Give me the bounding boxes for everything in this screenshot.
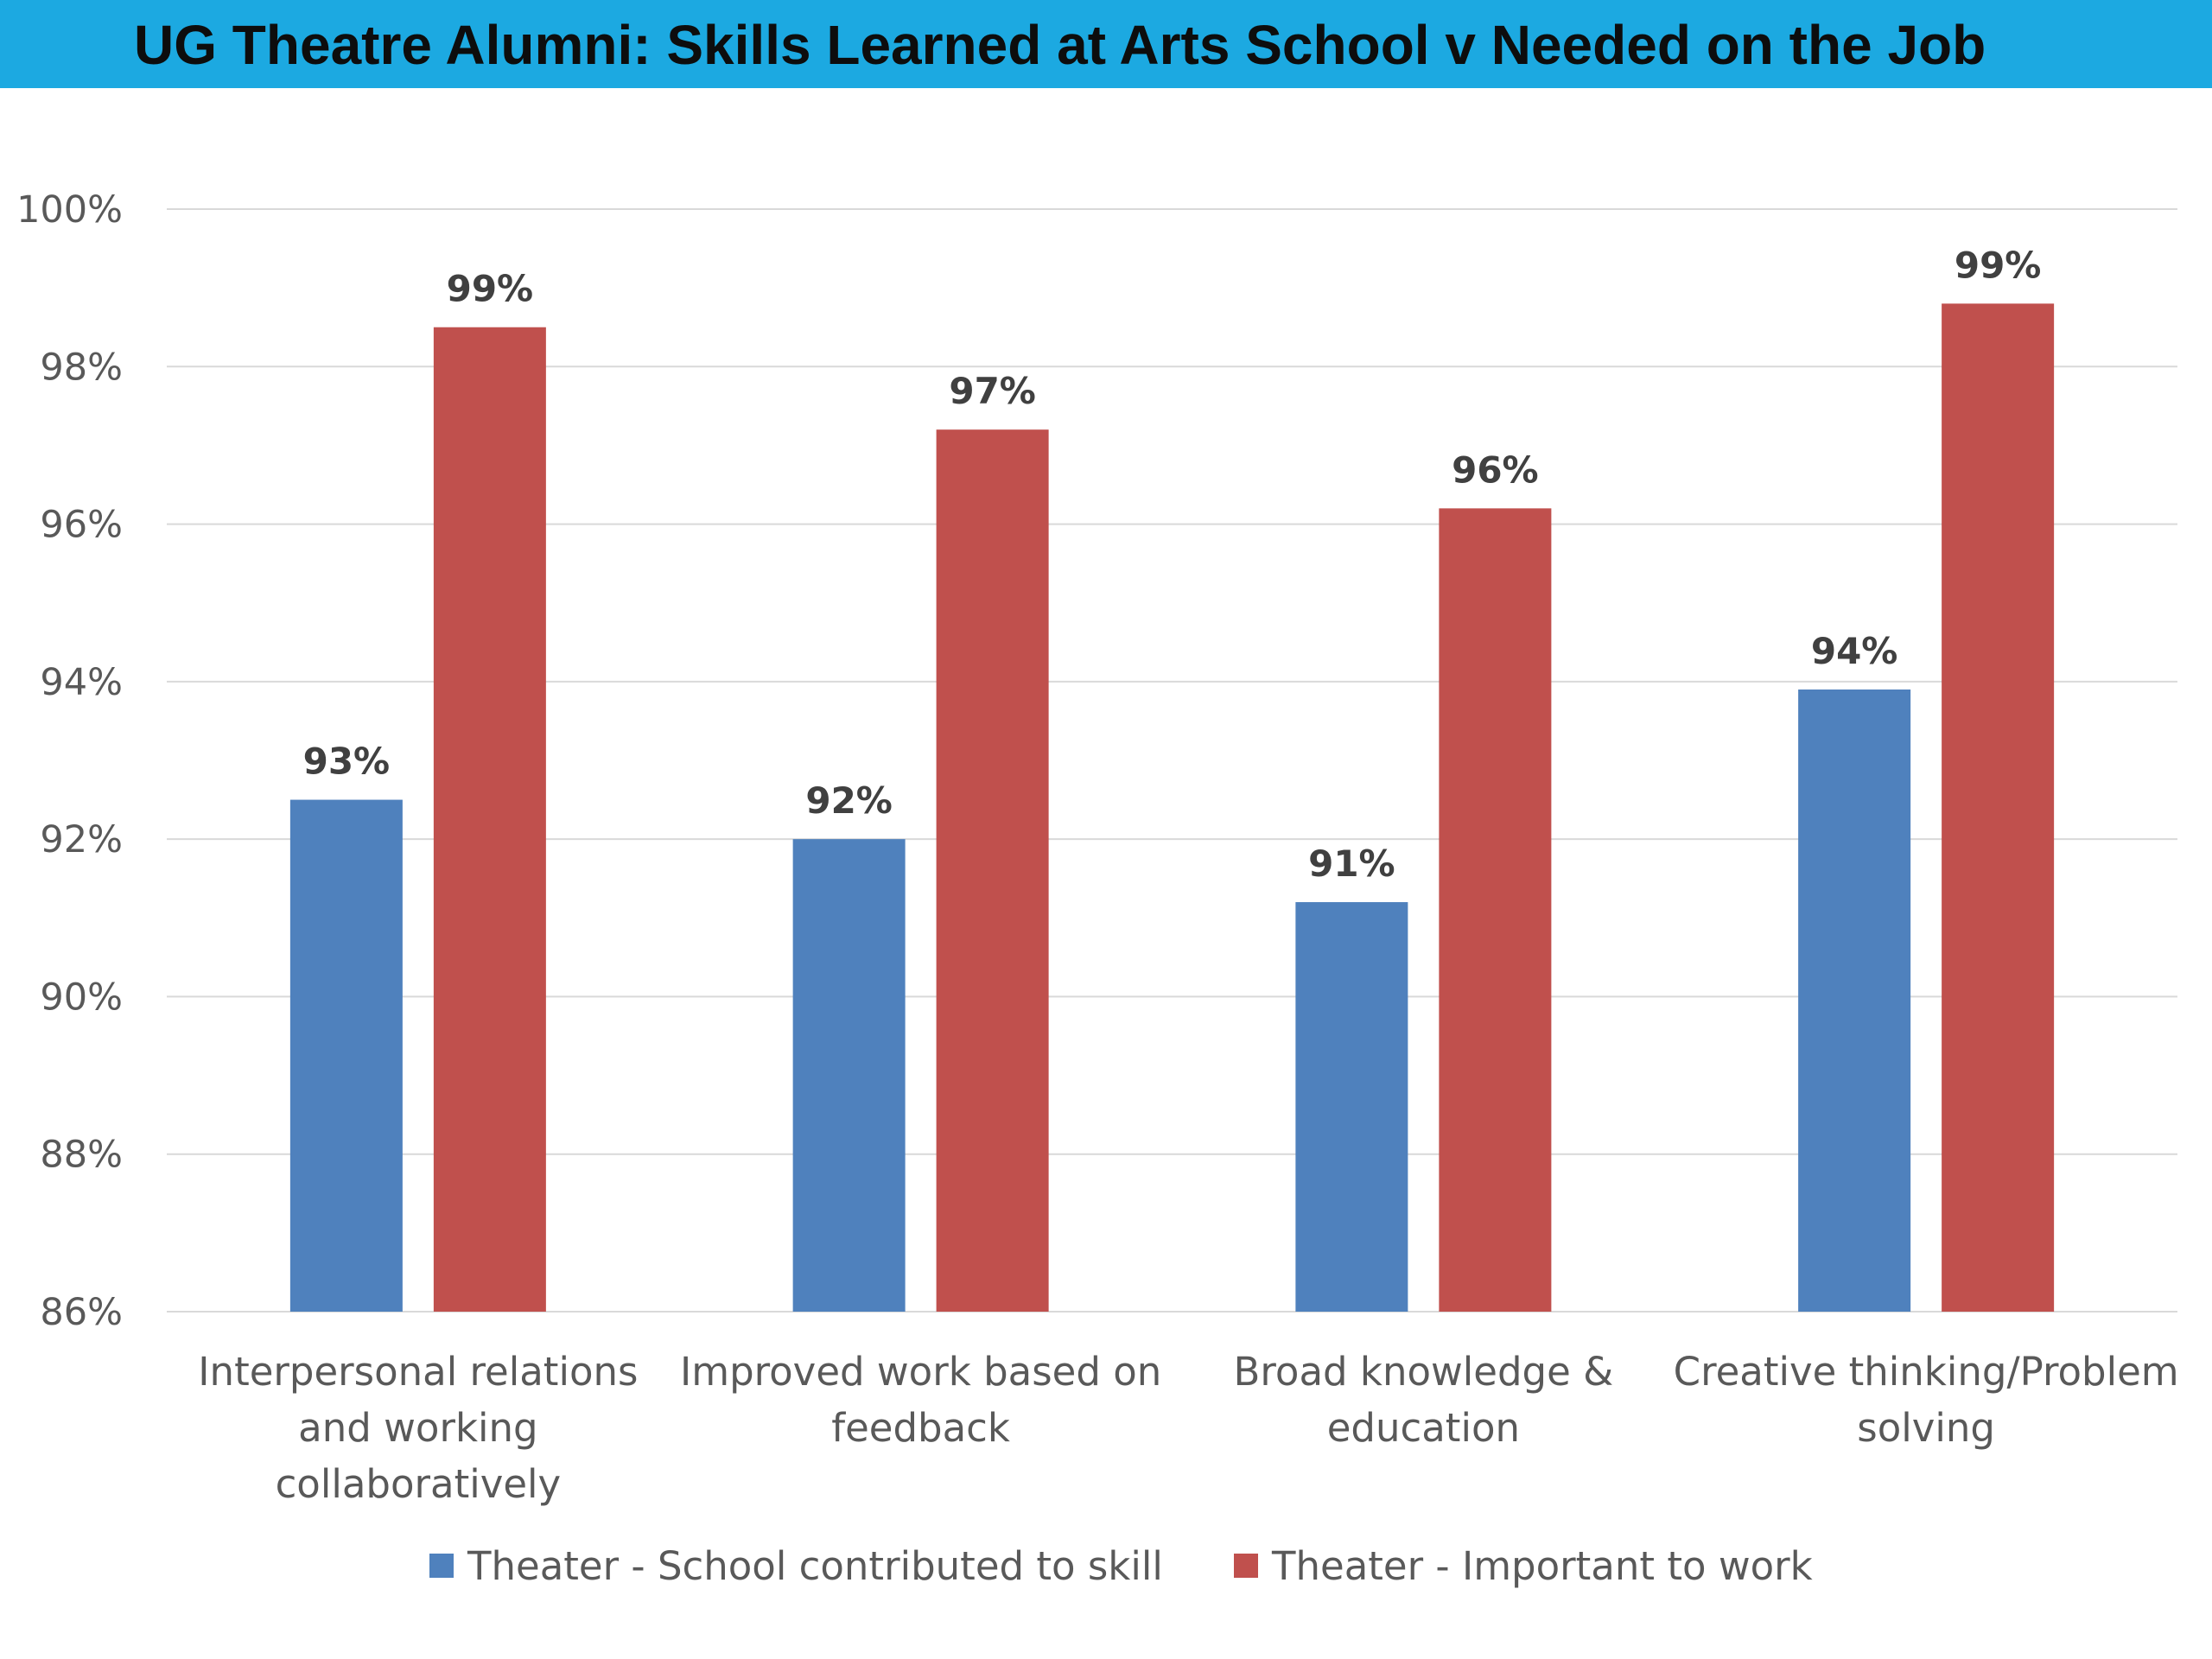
bar-important-to-work (1439, 508, 1552, 1312)
data-label: 93% (303, 741, 391, 783)
y-tick-label: 98% (40, 346, 123, 389)
y-tick-label: 96% (40, 504, 123, 547)
data-label: 99% (1955, 244, 2042, 286)
data-label: 94% (1811, 630, 1898, 672)
x-category-label: solving (1857, 1405, 1995, 1451)
x-axis-category-labels: Interpersonal relations and working collab… (198, 1349, 2178, 1507)
data-label: 97% (949, 370, 1036, 412)
x-category-label: Interpersonal relations (198, 1349, 638, 1395)
legend-label: Theater - Important to work (1271, 1543, 1813, 1589)
data-label: 92% (805, 779, 893, 822)
bar-important-to-work (1942, 303, 2055, 1312)
data-label: 99% (447, 268, 534, 310)
title-bar: UG Theatre Alumni: Skills Learned at Art… (0, 0, 2212, 88)
bar-school-contributed (1295, 902, 1408, 1312)
data-label: 91% (1308, 842, 1395, 885)
bar-school-contributed (289, 799, 403, 1312)
y-tick-label: 90% (40, 976, 123, 1019)
legend: Theater - School contributed to skill The… (429, 1543, 1813, 1589)
data-labels: 93% 99% 92% 97% 91% 96% 94% 99% (303, 244, 2042, 885)
y-tick-label: 88% (40, 1134, 123, 1177)
y-tick-label: 86% (40, 1291, 123, 1334)
x-category-label: and working (298, 1405, 537, 1451)
bar-important-to-work (433, 327, 546, 1312)
x-category-label: education (1327, 1405, 1520, 1451)
legend-label: Theater - School contributed to skill (467, 1543, 1163, 1589)
x-category-label: Creative thinking/Problem (1674, 1349, 2179, 1395)
y-axis-tick-labels: 86% 88% 90% 92% 94% 96% 98% 100% (16, 188, 123, 1334)
x-category-label: Improved work based on (680, 1349, 1161, 1395)
y-tick-label: 100% (16, 188, 123, 232)
legend-swatch (1234, 1554, 1258, 1578)
legend-swatch (429, 1554, 454, 1578)
x-category-label: collaboratively (276, 1461, 562, 1507)
bars (289, 303, 2055, 1312)
bar-important-to-work (936, 429, 1049, 1312)
x-category-label: Broad knowledge & (1234, 1349, 1614, 1395)
y-tick-label: 94% (40, 661, 123, 704)
chart-title: UG Theatre Alumni: Skills Learned at Art… (134, 14, 1986, 76)
bar-school-contributed (792, 839, 906, 1312)
data-label: 96% (1452, 448, 1539, 491)
x-category-label: feedback (831, 1405, 1010, 1451)
bar-school-contributed (1798, 689, 1911, 1312)
y-tick-label: 92% (40, 818, 123, 861)
